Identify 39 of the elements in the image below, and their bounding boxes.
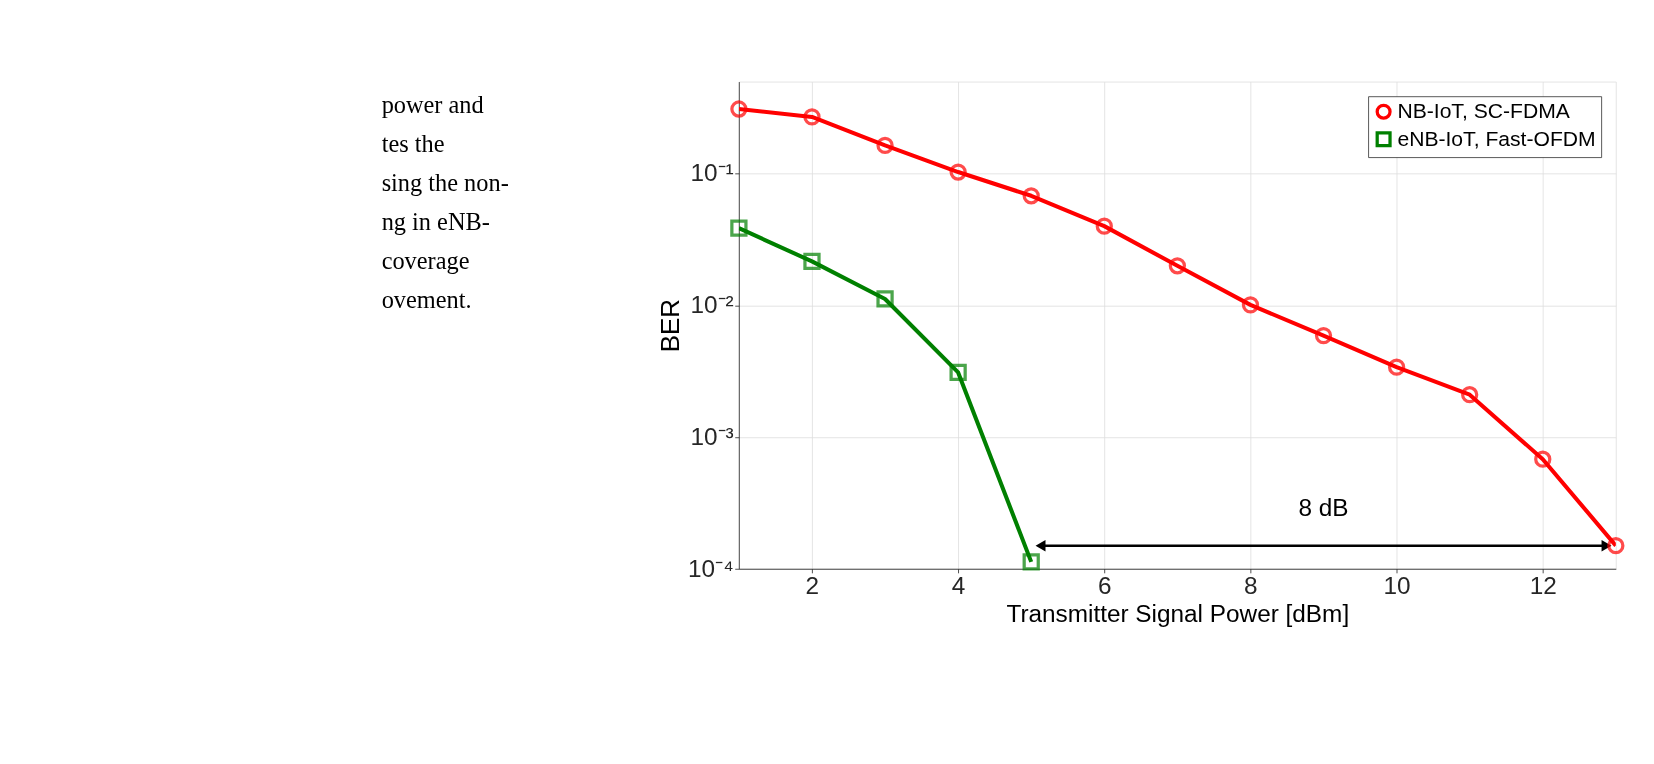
point [949, 363, 967, 382]
y-tick-label: 10⁻² [690, 291, 734, 319]
text: ovement. [381, 286, 472, 314]
annotation: 8 dB [1298, 494, 1349, 522]
y-tick-label: 10⁻⁴ [688, 554, 734, 582]
point [1241, 296, 1260, 314]
legend-label: NB-IoT, SC-FDMA [1397, 99, 1571, 123]
point [730, 219, 748, 237]
point [803, 108, 821, 126]
y-tick-label: 10⁻³ [690, 422, 734, 450]
x-tick-label: 6 [1097, 572, 1112, 600]
point [1387, 358, 1406, 376]
x-tick-label: 8 [1244, 572, 1258, 600]
point [730, 100, 748, 118]
point [1095, 217, 1113, 235]
point [1168, 257, 1187, 275]
text: power and [381, 91, 484, 119]
text: tes the [381, 130, 445, 158]
point [876, 136, 894, 155]
point [1534, 450, 1552, 468]
text: ng in eNB- [381, 208, 490, 236]
point [1461, 386, 1479, 404]
point [1022, 187, 1040, 205]
legend-label: eNB-IoT, Fast-OFDM [1397, 126, 1596, 150]
y-axis-title: BER [655, 298, 686, 353]
x-tick-label: 12 [1529, 572, 1557, 600]
x-axis-title: Transmitter Signal Power [dBm] [1006, 600, 1350, 628]
point [949, 163, 967, 181]
y-tick-label: 10⁻¹ [690, 159, 734, 187]
point [803, 252, 821, 271]
x-tick-label: 2 [805, 572, 820, 600]
point [1022, 553, 1040, 571]
point [1607, 537, 1625, 555]
x-tick-label: 4 [951, 572, 966, 600]
point [1314, 326, 1333, 345]
x-tick-label: 10 [1383, 572, 1411, 600]
point [876, 290, 894, 308]
text: sing the non- [381, 169, 509, 197]
text: coverage [381, 247, 470, 275]
